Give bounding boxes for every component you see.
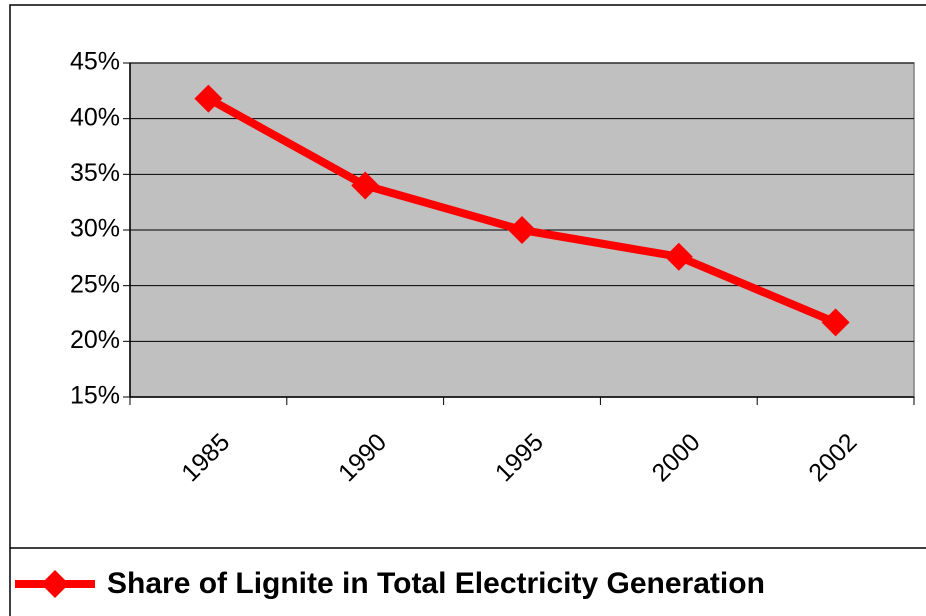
data-point [194, 84, 223, 113]
y-tick-label: 45% [70, 48, 120, 76]
x-tick-label: 2000 [647, 428, 706, 487]
chart-frame [9, 4, 926, 616]
y-tick-label: 35% [70, 159, 120, 187]
y-tick-label: 20% [70, 326, 120, 354]
legend-label: Share of Lignite in Total Electricity Ge… [107, 567, 765, 600]
x-tick-label: 1995 [490, 428, 549, 487]
x-tick-label: 1985 [176, 428, 235, 487]
y-tick-label: 15% [70, 382, 120, 410]
x-tick-label: 1990 [333, 428, 392, 487]
data-point [664, 242, 693, 271]
legend-marker [41, 570, 69, 598]
data-point [821, 308, 850, 337]
data-point [508, 216, 536, 244]
y-tick-label: 40% [70, 103, 120, 131]
y-tick-label: 30% [70, 215, 120, 243]
y-tick-label: 25% [70, 270, 120, 298]
data-point [351, 171, 380, 200]
x-tick-label: 2002 [803, 428, 862, 487]
